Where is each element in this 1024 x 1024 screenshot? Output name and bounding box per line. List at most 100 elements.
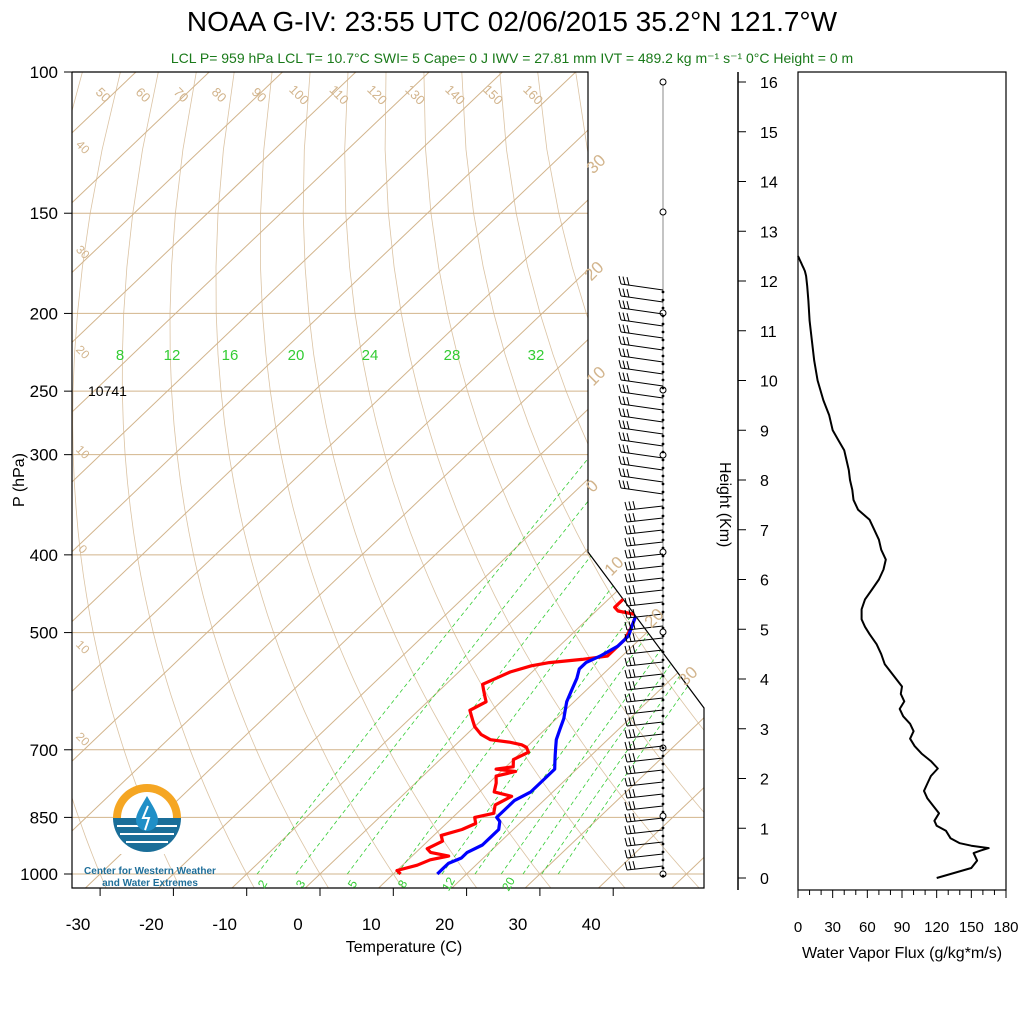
barb-flag <box>624 621 628 631</box>
barb-dot <box>661 682 665 686</box>
barb-flag <box>618 443 622 453</box>
barb-dot <box>661 498 665 502</box>
wind-barb <box>626 769 664 775</box>
barb-dot <box>661 650 665 654</box>
isotherm-line <box>72 72 704 888</box>
mixing-ratio-label: 12 <box>164 347 181 364</box>
barb-flag <box>632 536 636 546</box>
barb-flag <box>626 349 630 358</box>
x-tick-label: 40 <box>582 915 601 934</box>
barb-flag <box>624 513 628 523</box>
barb-flag <box>628 777 632 786</box>
barb-flag <box>624 717 628 727</box>
barb-flag <box>628 501 632 510</box>
barb-flag <box>622 456 626 465</box>
flux-tick-label: 0 <box>794 919 802 936</box>
barb-dot <box>661 698 665 702</box>
barb-flag <box>624 813 628 823</box>
dry-adiabat <box>384 72 703 888</box>
dewpoint-line <box>436 285 704 876</box>
barb-dot <box>661 762 665 766</box>
isotherm-label: 140 <box>442 82 468 108</box>
isotherm-line <box>72 72 577 888</box>
left-isotherm-label: 30 <box>73 242 93 262</box>
mixing-ratio-line <box>541 313 704 875</box>
barb-dot <box>661 658 665 662</box>
barb-dot <box>661 290 665 294</box>
barb-flag <box>618 359 622 369</box>
isotherm-label: 80 <box>209 84 230 105</box>
height-axis-label: Height (Km) <box>716 462 733 547</box>
barb-dot <box>661 402 665 406</box>
dry-adiabat <box>689 72 704 888</box>
wind-barb <box>626 625 664 631</box>
barb-dot <box>661 378 665 382</box>
barb-flag <box>628 789 632 798</box>
dry-adiabat <box>423 72 704 888</box>
dry-adiabat <box>879 72 1024 891</box>
barb-flag <box>632 800 636 810</box>
flux-frame <box>797 71 1007 891</box>
wind-barb <box>626 793 664 799</box>
barb-flag <box>622 444 626 453</box>
wind-barb <box>626 745 664 751</box>
barb-flag <box>628 657 632 666</box>
barb-flag <box>628 741 632 750</box>
barb-flag <box>626 313 630 322</box>
isotherm-label: 120 <box>364 82 390 108</box>
mixing-ratio-label: 12 <box>439 874 458 893</box>
dry-adiabat <box>121 72 257 888</box>
barb-dot <box>661 786 665 790</box>
barb-flag <box>624 801 628 811</box>
barb-dot <box>661 410 665 414</box>
barb-dot <box>661 466 665 470</box>
flux-line <box>797 255 990 879</box>
barb-dot <box>661 778 665 782</box>
wind-barb <box>626 865 664 871</box>
wind-barb <box>620 463 664 471</box>
barb-flag <box>626 481 630 490</box>
barb-flag <box>628 573 632 582</box>
height-tick-label: 5 <box>760 622 769 639</box>
barb-flag <box>628 669 632 678</box>
barb-flag <box>632 776 636 786</box>
barb-dot <box>661 354 665 358</box>
mixing-ratio-label: 28 <box>444 347 461 364</box>
isotherm-label: 50 <box>93 84 114 105</box>
wind-barb <box>626 757 664 763</box>
left-isotherm-label: 40 <box>73 137 93 157</box>
mixing-ratio-label: 32 <box>528 347 545 364</box>
barb-flag <box>626 325 630 334</box>
barb-flag <box>632 584 636 594</box>
barb-dot <box>661 338 665 342</box>
wind-barb <box>620 319 664 327</box>
barb-flag <box>632 716 636 726</box>
wind-barb <box>626 733 664 739</box>
barb-flag <box>618 335 622 345</box>
barb-flag <box>624 741 628 751</box>
mixing-ratio-label: 20 <box>499 874 518 893</box>
barb-flag <box>626 457 630 466</box>
barb-dot <box>661 858 665 862</box>
barb-flag <box>632 824 636 834</box>
wind-barb <box>626 721 664 727</box>
barb-flag <box>628 633 632 642</box>
wind-barb <box>620 427 664 435</box>
y-tick-label: 200 <box>30 304 58 323</box>
isotherm-line <box>72 72 430 888</box>
mixing-ratio-label: 24 <box>362 347 379 364</box>
barb-dot <box>661 530 665 534</box>
barb-flag <box>622 312 626 321</box>
height-tick-label: 10 <box>760 374 778 391</box>
dry-adiabat <box>169 72 331 888</box>
barb-flag <box>624 669 628 679</box>
barb-flag <box>624 765 628 775</box>
mixing-ratio-label: 8 <box>116 347 124 364</box>
logo-line-2: and Water Extremes <box>102 878 198 889</box>
left-isotherm-label: 10 <box>73 442 93 462</box>
barb-dot <box>661 850 665 854</box>
height-tick-label: 14 <box>760 175 778 192</box>
barb-level-marker <box>659 628 667 636</box>
isotherm-line <box>228 72 704 888</box>
flux-tick-label: 60 <box>859 919 876 936</box>
